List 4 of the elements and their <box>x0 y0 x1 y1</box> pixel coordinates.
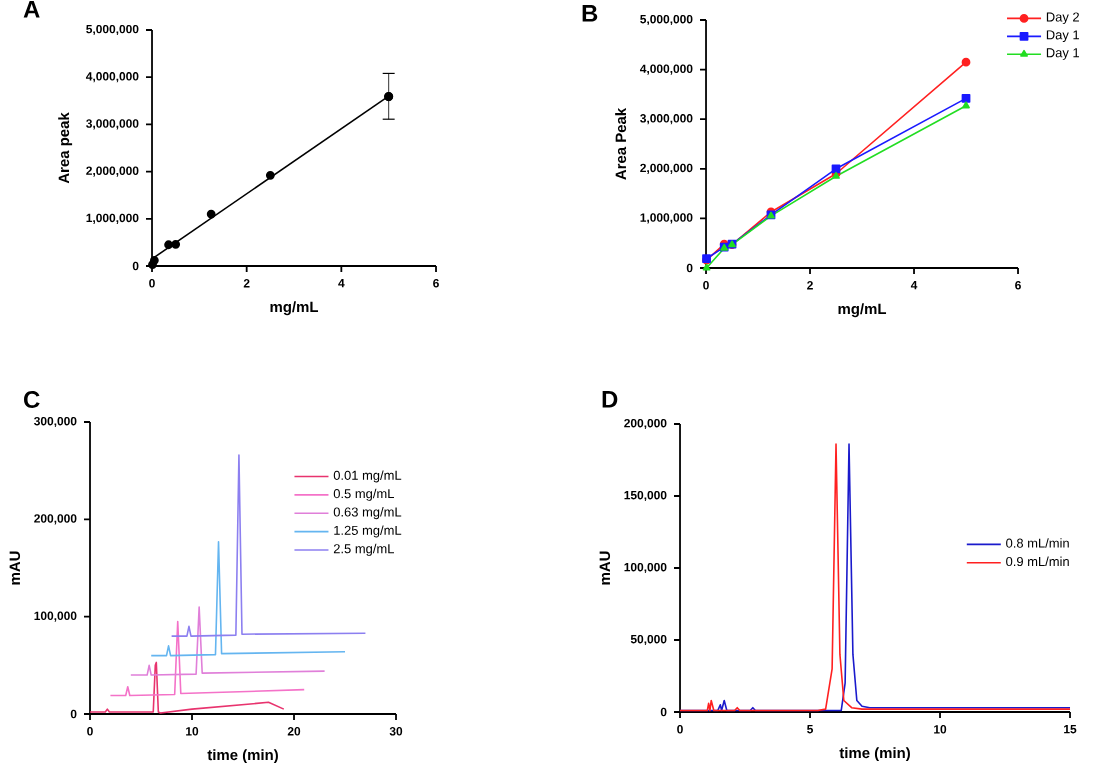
chart-title: A <box>23 1 40 18</box>
chart-title: C <box>24 391 40 408</box>
chart-title: B <box>582 5 598 22</box>
chart-title: D <box>602 391 618 408</box>
